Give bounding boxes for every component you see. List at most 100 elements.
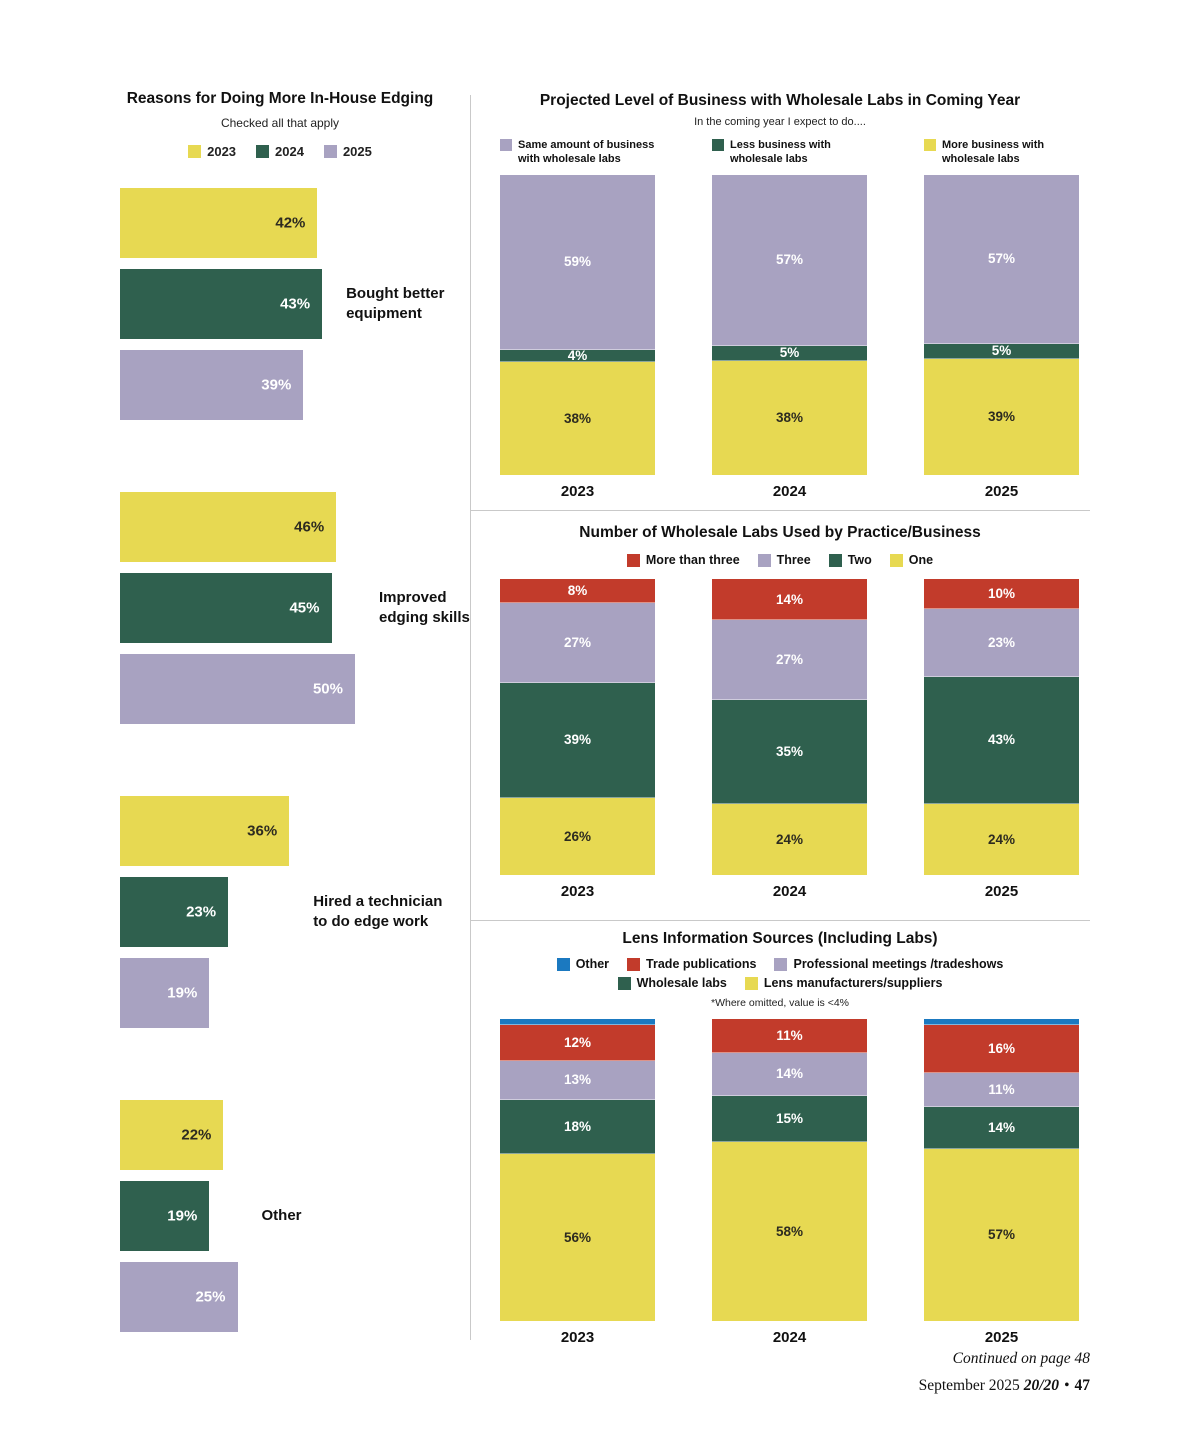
- bar-2024: 23%: [120, 877, 229, 947]
- bar-value-label: 43%: [280, 295, 311, 313]
- bullet-separator: •: [1064, 1377, 1070, 1394]
- legend-item: One: [889, 553, 934, 567]
- legend-swatch: [323, 145, 337, 158]
- stacked-column-2023: 8% 27% 39% 26%: [500, 579, 655, 875]
- year-label: 2023: [560, 1329, 595, 1346]
- bar-value-label: 19%: [167, 984, 198, 1002]
- legend-label: 2023: [207, 144, 237, 159]
- legend-item: Professional meetings /tradeshows: [774, 957, 1003, 971]
- legend-swatch: [556, 957, 570, 971]
- bar-2024: 43%: [120, 269, 323, 339]
- issue-line: September 2025 20/20 • 47: [919, 1377, 1090, 1395]
- stacked-column-2024: 14% 27% 35% 24%: [712, 579, 867, 875]
- segment-yellow: 26%: [500, 798, 655, 875]
- bar-2023: 22%: [120, 1100, 224, 1170]
- legend-label: 2025: [342, 144, 372, 159]
- bar-group-label: Improved edging skills: [379, 588, 470, 626]
- bar-2023: 36%: [120, 796, 290, 866]
- segment-green: 4%: [500, 348, 655, 363]
- legend-item: Lens manufacturers/suppliers: [744, 976, 943, 990]
- legend-label: Trade publications: [646, 957, 757, 971]
- chart-legend: Other Trade publications Professional meet…: [470, 957, 1090, 990]
- bar-value-label: 22%: [181, 1126, 212, 1144]
- segment-red: 12%: [500, 1024, 655, 1061]
- bar-2023: 42%: [120, 188, 318, 258]
- chart-year-labels: 2023 2024 2025: [500, 483, 1079, 500]
- chart-title: Number of Wholesale Labs Used by Practic…: [579, 524, 981, 541]
- legend-label: Two: [847, 553, 872, 567]
- legend-swatch: [924, 139, 936, 151]
- bar-group-label: Bought better equipment: [346, 284, 445, 322]
- legend-label: More business with wholesale labs: [942, 139, 1045, 166]
- bar-value-label: 23%: [186, 903, 217, 921]
- year-label: 2025: [984, 482, 1019, 500]
- legend-item: 2024: [256, 144, 304, 159]
- chart-reasons-in-house-edging: Reasons for Doing More In-House Edging C…: [120, 90, 470, 1332]
- bar-value-label: 36%: [247, 822, 278, 840]
- legend-item: Two: [828, 553, 872, 567]
- chart-columns: 12% 13% 18% 56% 11% 14% 15% 58% 16% 11% 14% 57%: [500, 1019, 1079, 1321]
- segment-green: 14%: [924, 1106, 1079, 1149]
- bar-value-label: 39%: [261, 376, 292, 394]
- segment-purple: 23%: [924, 608, 1079, 677]
- legend-swatch: [617, 976, 631, 990]
- year-label: 2023: [560, 482, 595, 500]
- legend-item: Same amount of business with wholesale l…: [500, 138, 655, 167]
- legend-label: Same amount of business with wholesale l…: [518, 139, 655, 166]
- segment-yellow: 38%: [500, 361, 655, 475]
- bar-value-label: 19%: [167, 1207, 198, 1225]
- legend-swatch: [774, 957, 788, 971]
- legend-item: More business with wholesale labs: [924, 138, 1079, 167]
- bar-2025: 39%: [120, 350, 304, 420]
- legend-swatch: [627, 957, 641, 971]
- year-label: 2024: [772, 482, 807, 500]
- segment-purple: 13%: [500, 1060, 655, 1100]
- segment-red: 16%: [924, 1025, 1079, 1074]
- legend-label: 2024: [275, 144, 304, 159]
- legend-swatch: [256, 145, 270, 158]
- segment-purple: 57%: [712, 174, 867, 346]
- bar-value-label: 25%: [195, 1288, 226, 1306]
- segment-green: 39%: [500, 682, 655, 799]
- chart-title: Lens Information Sources (Including Labs…: [622, 930, 938, 947]
- bar-2025: 50%: [120, 654, 355, 724]
- chart-columns: 59% 4% 38% 57% 5% 38% 57% 5% 39%: [500, 174, 1079, 475]
- stacked-column-2025: 16% 11% 14% 57%: [924, 1019, 1079, 1321]
- segment-purple: 27%: [712, 620, 867, 701]
- bar-groups-area: 42% 43% 39% Bought better equipment 46% 45% 50…: [120, 188, 480, 1404]
- legend-label: Professional meetings /tradeshows: [793, 957, 1004, 971]
- segment-red: 11%: [712, 1019, 867, 1053]
- chart-legend: Same amount of business with wholesale l…: [470, 138, 1090, 167]
- legend-label: One: [908, 553, 934, 567]
- stacked-column-2025: 10% 23% 43% 24%: [924, 579, 1079, 875]
- year-label: 2024: [772, 883, 807, 900]
- legend-swatch: [188, 145, 202, 158]
- legend-label: Lens manufacturers/suppliers: [763, 976, 943, 990]
- chart-footnote: *Where omitted, value is <4%: [710, 997, 850, 1009]
- segment-green: 5%: [924, 343, 1079, 359]
- segment-blue: [924, 1019, 1079, 1026]
- bar-2023: 46%: [120, 492, 337, 562]
- segment-yellow: 57%: [924, 1148, 1079, 1321]
- legend-item: 2025: [323, 144, 372, 159]
- year-label: 2025: [984, 883, 1019, 900]
- bar-2024: 19%: [120, 1181, 210, 1251]
- segment-yellow: 24%: [924, 803, 1079, 875]
- continued-note: Continued on page 48: [952, 1350, 1090, 1367]
- legend-item: More than three: [626, 553, 740, 567]
- stacked-column-2025: 57% 5% 39%: [924, 174, 1079, 475]
- legend-swatch: [757, 553, 771, 567]
- segment-yellow: 39%: [924, 358, 1079, 475]
- page-number: 47: [1074, 1377, 1091, 1394]
- legend-swatch: [500, 139, 512, 151]
- issue-date: September 2025: [918, 1377, 1020, 1394]
- segment-yellow: 24%: [712, 803, 867, 875]
- legend-row: Other Trade publications Professional meet…: [470, 957, 1090, 971]
- legend-item: Less business with wholesale labs: [712, 138, 867, 167]
- year-label: 2025: [984, 1329, 1019, 1346]
- stacked-column-2024: 57% 5% 38%: [712, 174, 867, 475]
- legend-row: Same amount of business with wholesale l…: [500, 138, 1079, 167]
- segment-green: 5%: [712, 345, 867, 361]
- stacked-column-2023: 12% 13% 18% 56%: [500, 1019, 655, 1321]
